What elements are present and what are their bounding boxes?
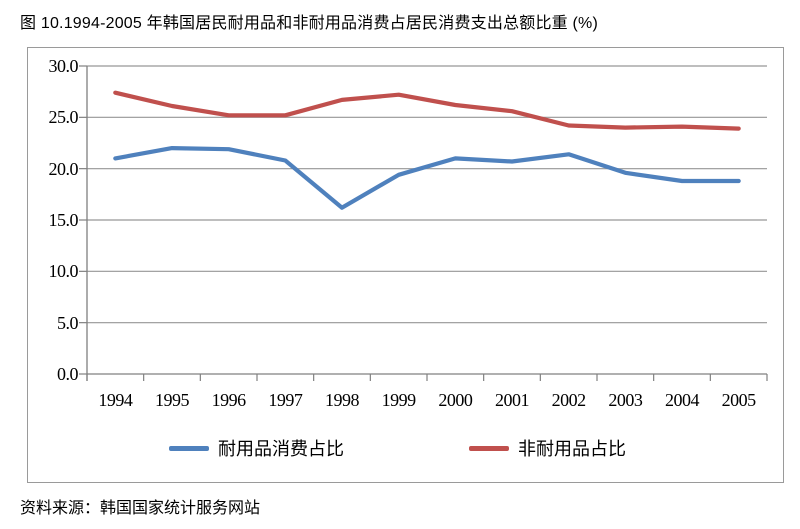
legend-line-swatch bbox=[469, 445, 509, 451]
line-chart bbox=[79, 65, 768, 381]
x-axis-tick-label: 2005 bbox=[721, 390, 757, 410]
x-axis-tick-label: 2003 bbox=[608, 390, 643, 410]
x-axis-tick-label: 2004 bbox=[665, 390, 700, 410]
chart-legend: 耐用品消费占比 非耐用品占比 bbox=[20, 436, 775, 460]
x-axis-tick-label: 1996 bbox=[211, 390, 247, 410]
x-axis-tick-label: 1995 bbox=[155, 390, 190, 410]
series-line-durables bbox=[113, 145, 741, 210]
x-axis-tick-label: 1999 bbox=[381, 390, 417, 410]
y-axis-labels: 0.0 5.0 10.0 15.0 20.0 25.0 30.0 bbox=[28, 48, 79, 482]
series-line-nondurables bbox=[113, 90, 741, 131]
x-axis-tick-label: 2002 bbox=[551, 390, 587, 410]
y-axis-tick-label: 20.0 bbox=[48, 158, 79, 179]
x-axis-tick-label: 1997 bbox=[268, 390, 303, 410]
y-axis-tick-label: 30.0 bbox=[48, 56, 79, 76]
figure-title: 图 10.1994-2005 年韩国居民耐用品和非耐用品消费占居民消费支出总额比… bbox=[20, 15, 598, 32]
y-axis-tick-label: 10.0 bbox=[48, 261, 79, 282]
chart-container: 0.0 5.0 10.0 15.0 20.0 25.0 30.0 1994 1995 1996 1… bbox=[27, 47, 784, 483]
legend-item-nondurables: 非耐用品占比 bbox=[469, 435, 626, 461]
x-axis-tick-label: 1998 bbox=[325, 390, 360, 410]
x-axis-tick-label: 1994 bbox=[98, 390, 133, 410]
y-axis-tick-label: 15.0 bbox=[48, 210, 79, 230]
y-axis-tick-label: 5.0 bbox=[57, 312, 79, 333]
legend-label: 非耐用品占比 bbox=[518, 439, 626, 459]
legend-label: 耐用品消费占比 bbox=[218, 439, 344, 459]
x-axis-labels: 1994 1995 1996 1997 1998 1999 2000 2001 2002 2003… bbox=[28, 389, 783, 411]
x-axis-tick-label: 2001 bbox=[495, 390, 530, 410]
x-axis-tick-label: 2000 bbox=[438, 390, 473, 410]
y-axis-tick-label: 0.0 bbox=[57, 364, 79, 384]
legend-line-swatch bbox=[169, 445, 209, 451]
legend-item-durables: 耐用品消费占比 bbox=[169, 435, 344, 461]
source-note: 资料来源：韩国国家统计服务网站 bbox=[20, 500, 261, 517]
y-axis-tick-label: 25.0 bbox=[48, 107, 79, 128]
